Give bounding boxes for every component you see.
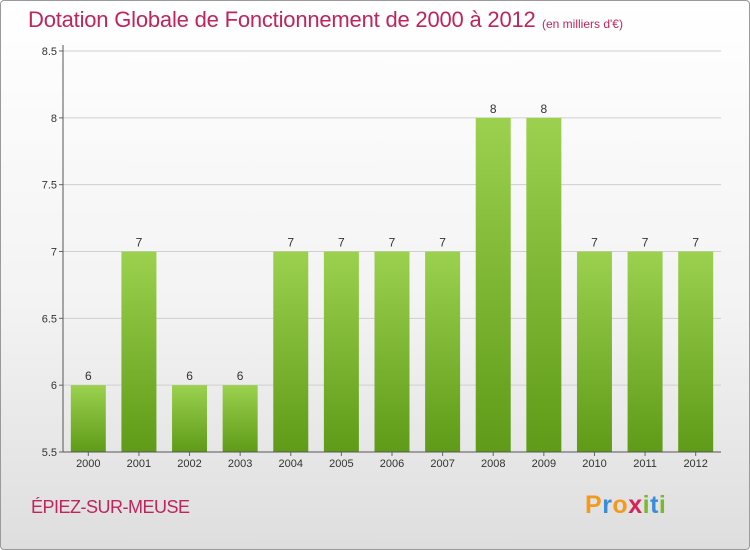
x-tick-label: 2000 [76, 458, 100, 470]
chart-title: Dotation Globale de Fonctionnement de 20… [28, 7, 536, 32]
y-tick-label: 7.5 [42, 180, 57, 192]
bar [374, 251, 410, 452]
bar [678, 251, 714, 452]
unit-label: (en milliers d'€) [542, 17, 623, 31]
y-tick-label: 5.5 [42, 447, 57, 459]
y-tick-label: 8 [51, 113, 57, 125]
value-label: 8 [490, 102, 497, 116]
logo-letter: i [642, 491, 651, 519]
value-label: 7 [389, 236, 396, 250]
x-tick-label: 2011 [633, 458, 657, 470]
value-label: 6 [237, 369, 244, 383]
commune-name: ÉPIEZ-SUR-MEUSE [31, 497, 190, 517]
x-tick-label: 2002 [177, 458, 201, 470]
logo-letter: i [658, 491, 667, 519]
logo-letter: x [628, 491, 643, 519]
x-tick-label: 2009 [532, 458, 556, 470]
y-tick-label: 8.5 [42, 46, 57, 58]
bar [323, 251, 359, 452]
logo-letter: o [612, 491, 629, 519]
proxiti-logo: Proxiti [585, 491, 666, 520]
value-label: 7 [439, 236, 446, 250]
value-label: 7 [338, 236, 345, 250]
x-tick-label: 2010 [582, 458, 606, 470]
x-tick-label: 2012 [683, 458, 707, 470]
y-tick-label: 7 [51, 247, 57, 259]
value-label: 7 [287, 236, 294, 250]
bar [576, 251, 612, 452]
x-tick-label: 2001 [127, 458, 151, 470]
x-tick-label: 2006 [380, 458, 404, 470]
bar [475, 117, 511, 452]
x-tick-label: 2008 [481, 458, 505, 470]
value-label: 7 [642, 236, 649, 250]
y-tick-label: 6 [51, 380, 57, 392]
value-label: 7 [136, 236, 143, 250]
value-label: 6 [85, 369, 92, 383]
x-tick-label: 2005 [329, 458, 353, 470]
bar [121, 251, 157, 452]
bar [222, 385, 258, 452]
bar [526, 117, 562, 452]
value-label: 7 [692, 236, 699, 250]
logo-letter: r [602, 491, 613, 519]
logo-letter: P [585, 491, 603, 519]
x-tick-label: 2007 [430, 458, 454, 470]
bar [70, 385, 106, 452]
bar [172, 385, 208, 452]
value-label: 7 [591, 236, 598, 250]
x-tick-label: 2003 [228, 458, 252, 470]
y-tick-label: 6.5 [42, 313, 57, 325]
bar [627, 251, 663, 452]
x-tick-label: 2004 [279, 458, 303, 470]
bar [273, 251, 309, 452]
value-label: 8 [541, 102, 548, 116]
logo-letter: t [650, 491, 659, 519]
bar [425, 251, 461, 452]
value-label: 6 [186, 369, 193, 383]
